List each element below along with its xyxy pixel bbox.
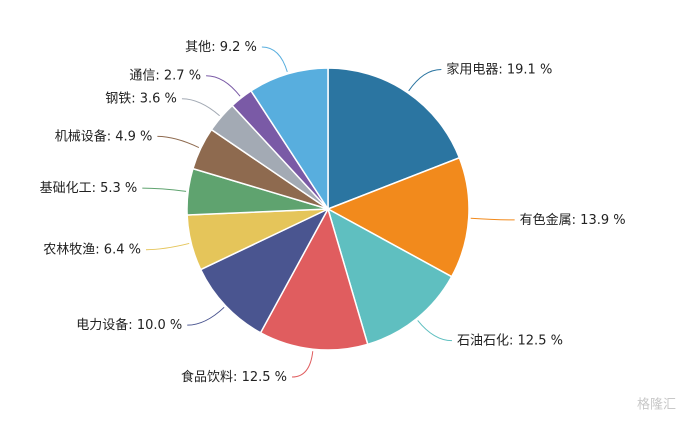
slice-label-value: 5.3 % [100, 181, 137, 196]
watermark: 格隆汇 [637, 397, 676, 413]
pie-slice [249, 67, 329, 212]
slice-label-name: 通信 [129, 68, 155, 83]
slice-label-value: 10.0 % [137, 318, 182, 333]
pie-slice [199, 207, 330, 334]
leader-line [206, 75, 241, 97]
slice-label: 基础化工: 5.3 % [40, 181, 138, 196]
slice-label-name: 有色金属 [520, 211, 572, 227]
slice-label: 食品饮料: 12.5 % [181, 369, 287, 385]
slice-label-name: 电力设备 [76, 317, 128, 333]
slice-label-separator: : [155, 68, 164, 83]
slice-label: 家用电器: 19.1 % [446, 61, 552, 77]
slice-label-value: 9.2 % [220, 39, 257, 54]
slice-label-value: 19.1 % [507, 62, 552, 77]
slice-label: 石油石化: 12.5 % [457, 333, 563, 348]
slice-label-separator: : [131, 91, 140, 106]
slice-label-value: 12.5 % [518, 333, 563, 348]
pie-slice [326, 156, 470, 278]
slice-label-name: 基础化工 [40, 181, 92, 196]
leader-line [157, 135, 200, 149]
slice-label: 有色金属: 13.9 % [520, 211, 626, 227]
slice-label: 其他: 9.2 % [185, 39, 257, 54]
leader-line [187, 306, 225, 326]
slice-label-separator: : [92, 181, 101, 196]
slice-label-separator: : [95, 242, 104, 257]
slice-label-value: 13.9 % [580, 212, 625, 227]
leader-line [408, 68, 442, 92]
slice-label-separator: : [509, 333, 518, 348]
leader-line [145, 242, 190, 251]
leader-line [470, 217, 515, 221]
slice-label-value: 6.4 % [104, 242, 141, 257]
leader-line [417, 320, 452, 342]
slice-label-name: 机械设备 [55, 128, 107, 144]
slice-label-value: 3.6 % [140, 91, 177, 106]
slice-label-value: 2.7 % [164, 68, 201, 83]
slice-label-name: 钢铁 [105, 91, 131, 106]
pie-slice [327, 67, 461, 211]
pie-slice [326, 207, 453, 346]
slice-label-name: 其他 [185, 39, 211, 54]
slice-label-separator: : [128, 318, 137, 333]
slice-label: 机械设备: 4.9 % [55, 128, 153, 144]
slice-label: 农林牧渔: 6.4 % [43, 242, 141, 257]
slice-label-separator: : [107, 129, 116, 144]
slice-label-name: 石油石化 [457, 333, 509, 348]
leader-line [261, 46, 288, 73]
slice-label-name: 食品饮料 [181, 369, 233, 385]
slice-label: 电力设备: 10.0 % [76, 317, 182, 333]
slice-label-separator: : [211, 39, 220, 54]
slice-label-value: 4.9 % [115, 129, 152, 144]
slice-label-value: 12.5 % [242, 370, 287, 385]
leader-line [291, 351, 314, 378]
slice-label-name: 农林牧渔 [43, 242, 95, 257]
leader-line [142, 187, 187, 192]
slice-label-separator: : [572, 212, 581, 227]
slice-label-separator: : [233, 370, 242, 385]
slice-label: 通信: 2.7 % [129, 68, 201, 83]
pie-slice [259, 207, 369, 351]
leader-line [181, 98, 220, 117]
slice-label-separator: : [498, 62, 507, 77]
slice-label: 钢铁: 3.6 % [105, 91, 177, 106]
slice-label-name: 家用电器 [446, 61, 498, 77]
